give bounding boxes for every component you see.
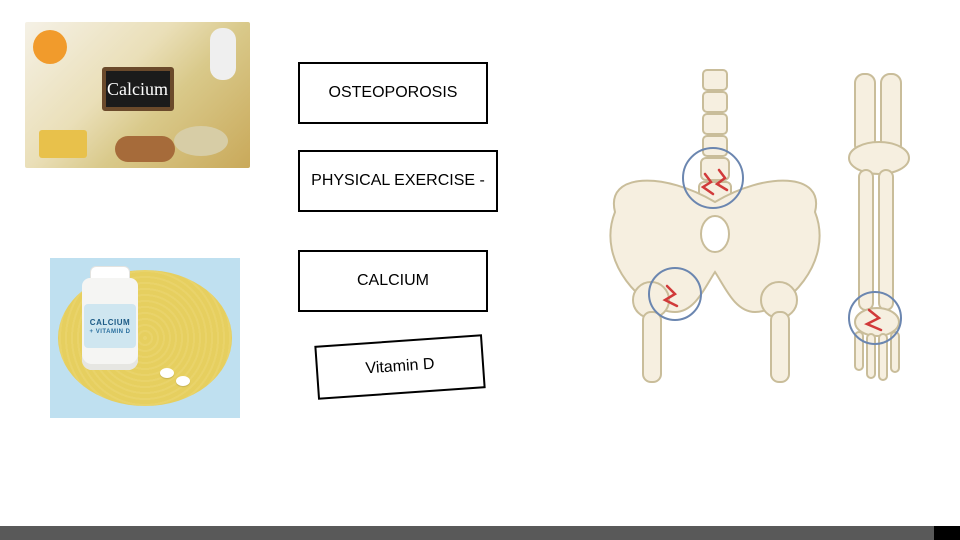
- osteoporosis-label: OSTEOPOROSIS: [329, 84, 458, 102]
- calcium-foods-image: Calcium: [25, 22, 250, 168]
- calcium-label: CALCIUM: [357, 272, 429, 290]
- osteoporosis-skeleton-diagram: [555, 62, 935, 390]
- slide: Calcium CALCIUM + VITAMIN D: [0, 0, 960, 540]
- footer-bar: [0, 526, 960, 540]
- footer-accent: [934, 526, 960, 540]
- vitamin-d-label: Vitamin D: [365, 356, 435, 379]
- chalkboard-label: Calcium: [102, 67, 174, 111]
- calcium-box: CALCIUM: [298, 250, 488, 312]
- skeleton-svg: [555, 62, 935, 390]
- osteoporosis-box: OSTEOPOROSIS: [298, 62, 488, 124]
- vitamin-d-box: Vitamin D: [314, 334, 485, 400]
- supplement-bottle-label: CALCIUM + VITAMIN D: [84, 304, 136, 348]
- calcium-supplement-image: CALCIUM + VITAMIN D: [50, 258, 240, 418]
- physical-exercise-label: PHYSICAL EXERCISE -: [311, 172, 485, 190]
- physical-exercise-box: PHYSICAL EXERCISE -: [298, 150, 498, 212]
